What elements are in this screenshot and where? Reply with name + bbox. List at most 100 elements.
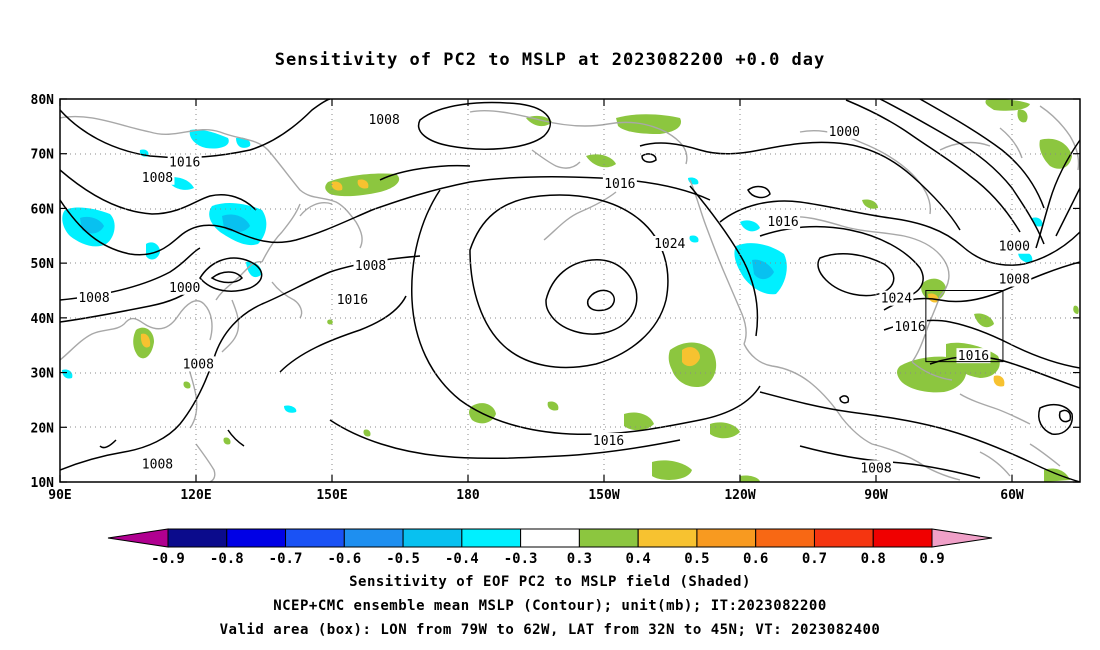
valid-area-box <box>925 290 1004 363</box>
lon-label: 150W <box>588 488 619 503</box>
contour-label: 1016 <box>767 215 798 230</box>
contour-label-bg <box>766 214 801 230</box>
contour-label: 1000 <box>829 125 860 140</box>
colorbar-boxes <box>107 528 993 548</box>
lon-label: 150E <box>316 488 347 503</box>
contour-label: 1008 <box>78 291 109 306</box>
colorbar-box <box>578 528 639 548</box>
contour-label: 1016 <box>593 434 624 449</box>
lat-label: 30N <box>31 367 55 382</box>
latitude-labels: 80N 70N 60N 50N 40N 30N 20N 10N <box>31 93 55 491</box>
colorbar-box <box>343 528 404 548</box>
contour-label-bg <box>77 290 111 306</box>
contour-label-bg <box>997 271 1032 287</box>
colorbar-box <box>402 528 463 548</box>
contour-label-bg <box>859 460 893 476</box>
colorbar-tick-label: 0.6 <box>743 551 768 567</box>
contour-label-bg <box>893 319 927 335</box>
colorbar-box <box>226 528 287 548</box>
contour-label-bg <box>140 456 175 472</box>
footer-caption-3: Valid area (box): LON from 79W to 62W, L… <box>219 622 881 638</box>
colorbar-high-triangle <box>931 528 993 548</box>
contour-label-bg <box>956 348 991 364</box>
colorbar-box <box>813 528 874 548</box>
colorbar-box <box>461 528 522 548</box>
lon-label: 120E <box>180 488 211 503</box>
lon-label: 60W <box>1000 488 1024 503</box>
contour-label-bg <box>167 279 202 295</box>
colorbar-tick-label: 0.5 <box>684 551 709 567</box>
lon-label: 90E <box>48 488 71 503</box>
contour-label-bg <box>997 238 1032 254</box>
contour-label-bg <box>652 235 687 251</box>
chart-title: Sensitivity of PC2 to MSLP at 2023082200… <box>274 50 826 70</box>
contour-label: 1024 <box>654 237 685 252</box>
lon-label: 120W <box>724 488 755 503</box>
contour-label: 1008 <box>355 259 386 274</box>
contour-label: 1016 <box>958 349 989 364</box>
lat-label: 80N <box>31 93 55 108</box>
contour-label-bg <box>602 175 637 191</box>
contour-label: 1008 <box>142 457 173 472</box>
lat-label: 20N <box>31 421 55 436</box>
colorbar-tick-label: -0.4 <box>445 551 479 567</box>
footer-caption-1: Sensitivity of EOF PC2 to MSLP field (Sh… <box>349 574 751 590</box>
footer-caption-2: NCEP+CMC ensemble mean MSLP (Contour); u… <box>273 598 827 614</box>
colorbar-box <box>285 528 345 548</box>
colorbar-box <box>872 528 933 548</box>
colorbar-tick-label: 0.8 <box>861 551 886 567</box>
contour-label: 1016 <box>604 177 635 192</box>
contour-label-bg <box>827 123 862 139</box>
colorbar-box <box>755 528 815 548</box>
contour-label-bg <box>367 111 402 127</box>
colorbar-tick-label: -0.5 <box>386 551 420 567</box>
colorbar-box <box>637 528 698 548</box>
colorbar-box <box>520 528 580 548</box>
lat-label: 40N <box>31 312 55 327</box>
longitude-labels: 90E 120E 150E 180 150W 120W 90W 60W <box>48 488 1024 503</box>
contour-label: 1008 <box>142 171 173 186</box>
colorbar-tick-label: 0.7 <box>802 551 827 567</box>
colorbar-tick-label: -0.3 <box>504 551 538 567</box>
lat-label: 70N <box>31 148 55 163</box>
colorbar-tick-label: -0.8 <box>210 551 244 567</box>
colorbar-box <box>696 528 757 548</box>
contour-label-bg <box>181 356 216 372</box>
lon-label: 180 <box>456 488 480 503</box>
axis-ticks <box>59 98 1080 483</box>
colorbar-tick-label: -0.9 <box>151 551 185 567</box>
contour-label: 1016 <box>894 320 925 335</box>
contour-label: 1000 <box>999 240 1030 255</box>
colorbar-tick-labels: -0.9 -0.8 -0.7 -0.6 -0.5 -0.4 -0.3 0.3 0.4 0.5 0.6… <box>151 551 945 567</box>
colorbar-low-triangle <box>107 528 169 548</box>
contour-label: 1008 <box>183 357 214 372</box>
contour-label: 1016 <box>169 155 200 170</box>
contour-label: 1008 <box>860 461 891 476</box>
colorbar-tick-label: 0.4 <box>626 551 651 567</box>
contour-label: 1008 <box>999 273 1030 288</box>
sensitivity-shading <box>62 99 1079 482</box>
contour-label-bg <box>591 432 626 448</box>
colorbar-tick-label: 0.3 <box>567 551 592 567</box>
contour-label-bg <box>879 290 914 306</box>
contour-label-bg <box>140 169 175 185</box>
contour-label: 1008 <box>368 113 399 128</box>
colorbar-tick-label: 0.9 <box>919 551 944 567</box>
contour-label: 1016 <box>337 293 368 308</box>
map-frame <box>59 98 1081 483</box>
contour-label-bg <box>335 291 370 307</box>
colorbar: -0.9 -0.8 -0.7 -0.6 -0.5 -0.4 -0.3 0.3 0.4 0.5 0.6… <box>107 528 993 567</box>
lat-label: 50N <box>31 257 55 272</box>
contour-label: 1000 <box>169 281 200 296</box>
contour-label-bg <box>167 154 202 170</box>
lat-label: 60N <box>31 202 55 217</box>
colorbar-box <box>167 528 228 548</box>
lat-label: 10N <box>31 476 55 491</box>
graticule <box>60 99 1080 482</box>
contour-label-bg <box>353 257 388 273</box>
colorbar-tick-label: -0.6 <box>327 551 361 567</box>
lon-label: 90W <box>864 488 888 503</box>
contour-label: 1024 <box>881 292 912 307</box>
